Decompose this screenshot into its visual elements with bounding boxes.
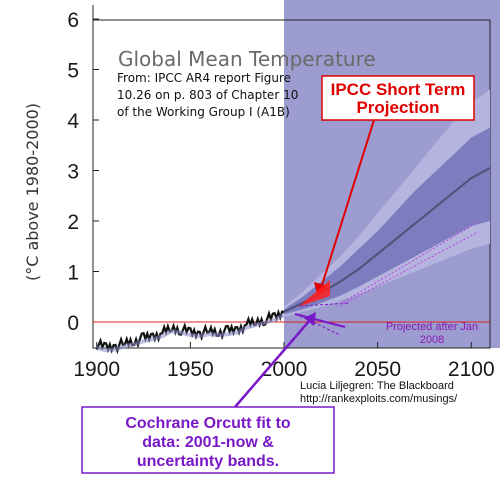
projected-after-line-1: Projected after Jan xyxy=(386,321,478,333)
cochrane-arrow-shaft xyxy=(234,319,311,408)
ipcc-annotation-line-2: Projection xyxy=(356,98,439,117)
y-tick-label: 3 xyxy=(67,161,79,184)
x-tick-label: 2050 xyxy=(354,358,401,381)
y-tick-label: 4 xyxy=(67,110,79,133)
projection-likely-band xyxy=(284,127,490,315)
y-tick-label: 0 xyxy=(67,312,79,335)
x-tick-label: 2100 xyxy=(448,358,495,381)
y-tick-label: 1 xyxy=(67,262,79,285)
y-tick-label: 5 xyxy=(67,60,79,83)
cochrane-line-1: Cochrane Orcutt fit to xyxy=(125,415,291,432)
chart-title: Global Mean Temperature xyxy=(118,47,376,71)
source-note-line-2: 10.26 on p. 803 of Chapter 10 xyxy=(117,88,298,102)
observed-smoothed-band xyxy=(96,313,285,353)
source-note-line-3: of the Working Group I (A1B) xyxy=(117,105,290,119)
cochrane-line-2: data: 2001-now & xyxy=(142,434,274,451)
x-tick-label: 1950 xyxy=(167,358,214,381)
projection-range-band xyxy=(284,89,490,317)
plot-background xyxy=(93,20,285,348)
y-tick-label: 2 xyxy=(67,211,79,234)
cochrane-orcutt-trend xyxy=(294,313,346,328)
ipcc-arrow-shaft xyxy=(321,119,375,286)
credit-author: Lucia Liljegren: The Blackboard xyxy=(300,380,454,392)
x-tick-label: 1900 xyxy=(73,358,120,381)
observed-series xyxy=(95,308,285,355)
y-axis-label: (°C above 1980-2000) xyxy=(23,103,42,281)
observed-temperature-line xyxy=(95,308,285,355)
y-tick-label: 6 xyxy=(67,9,79,32)
projection-dotted-line xyxy=(339,221,479,305)
ipcc-annotation-line-1: IPCC Short Term xyxy=(331,80,466,99)
cochrane-line-3: uncertainty bands. xyxy=(137,453,279,470)
source-note-line-1: From: IPCC AR4 report Figure xyxy=(117,71,291,85)
projected-after-line-2: 2008 xyxy=(420,334,444,346)
cochrane-annotation-box xyxy=(81,406,335,474)
ipcc-short-term-wedge xyxy=(298,280,330,307)
cochrane-arrow-head xyxy=(304,312,316,326)
credit-url: http://rankexploits.com/musings/ xyxy=(300,393,458,405)
ipcc-annotation-box xyxy=(321,75,475,121)
